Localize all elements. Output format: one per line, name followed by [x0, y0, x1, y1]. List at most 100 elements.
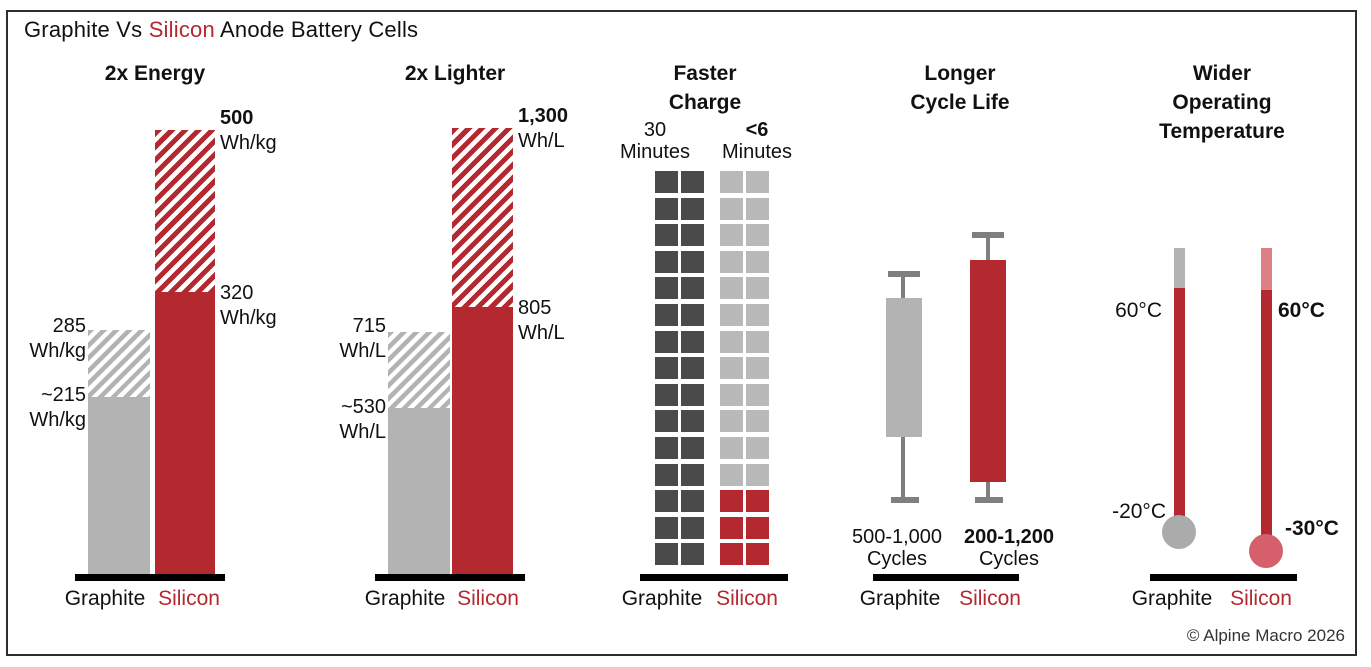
energy-graphite-max-value: 285	[52, 315, 86, 337]
energy-baseline	[75, 574, 225, 581]
lighter-silicon-solid-label: 805 Wh/L	[518, 296, 565, 346]
charge-cell	[655, 516, 678, 539]
charge-silicon-time-value: <6	[745, 119, 769, 141]
temp-baseline	[1150, 574, 1297, 581]
lighter-silicon-axis-label: Silicon	[457, 587, 519, 610]
charge-cell	[655, 490, 678, 513]
charge-cell	[680, 436, 704, 459]
title-prefix: Graphite Vs	[24, 17, 149, 42]
lighter-graphite-bar-hatched	[388, 332, 450, 408]
cycle-silicon-bottom-cap	[975, 497, 1003, 503]
charge-graphite-time-unit: Minutes	[619, 141, 691, 163]
charge-cell	[680, 250, 704, 273]
charge-cell	[745, 410, 769, 433]
cycle-graphite-range-label: 500-1,000 Cycles	[840, 526, 954, 570]
cycle-silicon-range-label: 200-1,200 Cycles	[950, 526, 1068, 570]
energy-graphite-max-label: 285 Wh/kg	[10, 314, 86, 364]
charge-cell	[655, 543, 678, 566]
cycle-graphite-bottom-stem	[901, 437, 905, 499]
charge-cell	[745, 197, 769, 220]
cycle-silicon-range-value: 200-1,200	[963, 526, 1055, 548]
charge-cell	[655, 463, 678, 486]
charge-grid-graphite	[655, 171, 704, 566]
charge-cell	[680, 516, 704, 539]
energy-silicon-solid-label: 320 Wh/kg	[220, 281, 277, 331]
charge-cell	[720, 277, 743, 300]
charge-cell	[720, 224, 743, 247]
cycle-silicon-top-stem	[986, 238, 990, 260]
charge-cell	[745, 330, 769, 353]
temp-silicon-high-label: 60°C	[1278, 299, 1325, 322]
cycle-graphite-top-cap	[888, 271, 920, 277]
charge-cell	[745, 463, 769, 486]
energy-graphite-solid-value: ~215	[40, 384, 86, 406]
lighter-silicon-bar-solid	[452, 307, 513, 577]
temp-title-line3: Temperature	[1159, 120, 1285, 143]
lighter-graphite-max-label: 715 Wh/L	[310, 314, 386, 364]
energy-silicon-axis-label: Silicon	[158, 587, 220, 610]
charge-cell	[720, 197, 743, 220]
lighter-silicon-bar-hatched	[452, 128, 513, 307]
charge-cell	[680, 330, 704, 353]
charge-cell	[720, 171, 743, 193]
temp-silicon-stem	[1261, 290, 1272, 540]
lighter-baseline	[375, 574, 525, 581]
temp-graphite-stem	[1174, 288, 1185, 518]
panel-cycle-title: Longer Cycle Life	[870, 59, 1050, 117]
cycle-silicon-top-cap	[972, 232, 1004, 238]
energy-graphite-max-unit: Wh/kg	[29, 340, 86, 362]
panel-charge-title: Faster Charge	[630, 59, 780, 117]
charge-cell	[745, 543, 769, 566]
cycle-silicon-range-unit: Cycles	[978, 548, 1039, 570]
charge-cell	[680, 490, 704, 513]
lighter-graphite-bar-solid	[388, 408, 450, 577]
lighter-graphite-solid-unit: Wh/L	[339, 421, 386, 443]
lighter-graphite-max-unit: Wh/L	[339, 340, 386, 362]
charge-cell	[745, 357, 769, 380]
charge-title-line1: Faster	[673, 62, 737, 85]
charge-cell	[720, 330, 743, 353]
temp-title-line1: Wider	[1192, 62, 1252, 85]
charge-cell	[720, 543, 743, 566]
temp-silicon-bulb	[1249, 534, 1283, 568]
energy-silicon-max-unit: Wh/kg	[220, 132, 277, 154]
lighter-silicon-max-unit: Wh/L	[518, 130, 565, 152]
cycle-silicon-box	[970, 260, 1006, 482]
temp-silicon-stem-top	[1261, 248, 1272, 290]
energy-silicon-solid-value: 320	[220, 282, 254, 304]
charge-cell	[655, 250, 678, 273]
charge-grid-silicon	[720, 171, 769, 566]
charge-silicon-time-label: <6 Minutes	[717, 119, 797, 163]
charge-cell	[655, 410, 678, 433]
cycle-baseline	[873, 574, 1019, 581]
charge-cell	[745, 250, 769, 273]
temp-graphite-bulb	[1162, 515, 1196, 549]
lighter-silicon-solid-unit: Wh/L	[518, 322, 565, 344]
charge-cell	[680, 357, 704, 380]
cycle-graphite-top-stem	[901, 277, 905, 298]
lighter-graphite-axis-label: Graphite	[364, 587, 446, 610]
temp-graphite-stem-top	[1174, 248, 1185, 288]
temp-graphite-axis-label: Graphite	[1131, 587, 1213, 610]
charge-cell	[720, 490, 743, 513]
energy-graphite-bar-solid	[88, 397, 150, 577]
energy-graphite-bar-hatched	[88, 330, 150, 397]
charge-cell	[655, 357, 678, 380]
temp-silicon-axis-label: Silicon	[1230, 587, 1292, 610]
charge-title-line2: Charge	[668, 91, 742, 114]
lighter-silicon-max-value: 1,300	[518, 105, 569, 127]
charge-cell	[655, 330, 678, 353]
temp-title-line2: Operating	[1172, 91, 1272, 114]
energy-silicon-bar-hatched	[155, 130, 215, 292]
charge-silicon-time-unit: Minutes	[721, 141, 793, 163]
charge-cell	[720, 357, 743, 380]
cycle-silicon-bottom-stem	[986, 482, 990, 499]
temp-graphite-high-label: 60°C	[1115, 299, 1162, 322]
charge-silicon-axis-label: Silicon	[716, 587, 778, 610]
charge-cell	[720, 250, 743, 273]
charge-cell	[680, 383, 704, 406]
charge-cell	[655, 383, 678, 406]
charge-cell	[680, 197, 704, 220]
cycle-graphite-range-value: 500-1,000	[851, 526, 943, 548]
